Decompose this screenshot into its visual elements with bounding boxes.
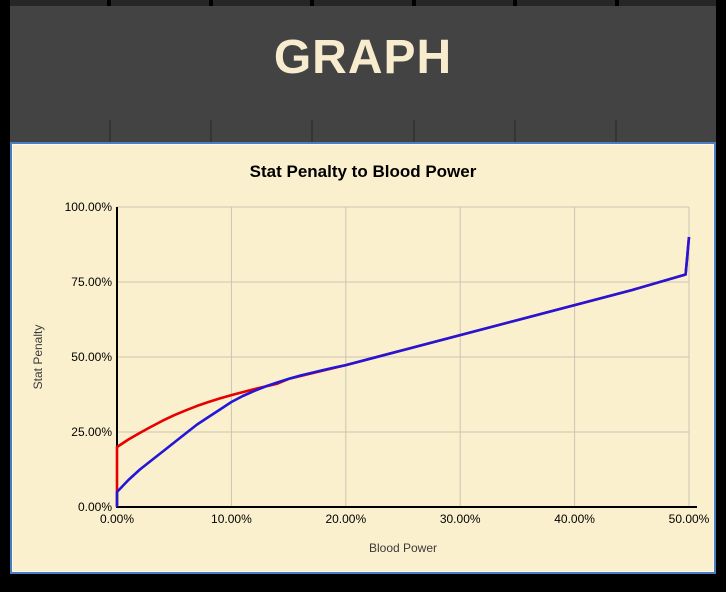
x-tick-label: 40.00% (554, 512, 595, 526)
y-tick-label: 75.00% (71, 275, 112, 289)
y-tick-label: 25.00% (71, 425, 112, 439)
red-series-line (115, 236, 691, 507)
header-tab[interactable] (412, 120, 514, 142)
header-tab[interactable] (109, 120, 210, 142)
header-tab[interactable] (10, 120, 109, 142)
header-banner: GRAPH (10, 6, 716, 142)
y-tick-labels: 0.00% 25.00% 50.00% 75.00% 100.00% (22, 200, 112, 514)
plot-area (115, 206, 697, 508)
top-tab-cell (415, 0, 514, 6)
x-tick-label: 20.00% (325, 512, 367, 526)
x-tick-label: 0.00% (99, 512, 135, 526)
y-tick-label: 100.00% (64, 200, 112, 214)
top-tab-cell (618, 0, 716, 6)
blue-series-line (115, 236, 691, 507)
top-tab-cell (212, 0, 311, 6)
top-tab-cell (517, 0, 615, 6)
plot-svg (115, 206, 697, 508)
top-tab-cell (111, 0, 209, 6)
top-tab-strip (10, 0, 716, 6)
chart-title: Stat Penalty to Blood Power (249, 162, 477, 181)
y-tick-label: 0.00% (77, 500, 112, 514)
y-tick-label: 50.00% (71, 350, 112, 364)
x-tick-label: 10.00% (211, 512, 252, 526)
top-tab-cell (314, 0, 412, 6)
header-tab[interactable] (513, 120, 615, 142)
x-tick-label: 30.00% (439, 512, 481, 526)
top-tab-cell (10, 0, 108, 6)
x-tick-labels: 0.00% 10.00% 20.00% 30.00% 40.00% 50.00% (100, 511, 709, 527)
chart-panel (10, 142, 716, 574)
page-title: GRAPH (273, 31, 453, 84)
header-tab[interactable] (614, 120, 716, 142)
header-tab[interactable] (210, 120, 311, 142)
header-tab[interactable] (311, 120, 412, 142)
header-tab-strip (10, 120, 716, 142)
x-axis-title: Blood Power (368, 541, 438, 555)
x-tick-label: 50.00% (668, 512, 710, 526)
